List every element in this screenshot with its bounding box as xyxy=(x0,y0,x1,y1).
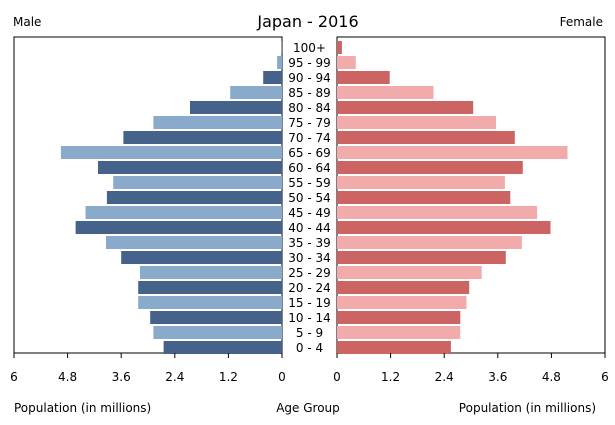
age-group-label: 15 - 19 xyxy=(288,296,331,310)
female-bar xyxy=(337,176,505,189)
x-tick-label: 3.6 xyxy=(488,370,507,384)
age-group-label: 35 - 39 xyxy=(288,236,331,250)
x-axis-ticks: 6 4.8 3.6 2.4 1.2 0 0 1.2 2.4 3.6 4.8 6 xyxy=(10,353,609,384)
female-bar xyxy=(337,71,390,84)
age-group-label: 25 - 29 xyxy=(288,266,331,280)
age-group-label: 65 - 69 xyxy=(288,146,331,160)
male-bar xyxy=(138,281,282,294)
x-tick-label: 6 xyxy=(601,370,609,384)
female-bar xyxy=(337,341,451,354)
male-bar xyxy=(113,176,282,189)
female-bar xyxy=(337,236,522,249)
age-group-label: 70 - 74 xyxy=(288,131,331,145)
age-group-label: 95 - 99 xyxy=(288,56,331,70)
male-bar xyxy=(150,311,282,324)
x-axis-label-left: Population (in millions) xyxy=(14,401,151,415)
x-tick-label: 0 xyxy=(278,370,286,384)
age-group-label: 10 - 14 xyxy=(288,311,331,325)
female-bar xyxy=(337,311,461,324)
x-tick-label: 1.2 xyxy=(381,370,400,384)
female-bar xyxy=(337,116,496,129)
x-tick-label: 2.4 xyxy=(435,370,454,384)
male-bar xyxy=(138,296,282,309)
male-bars xyxy=(60,41,283,354)
female-bars xyxy=(337,41,568,354)
age-group-label: 75 - 79 xyxy=(288,116,331,130)
male-bar xyxy=(140,266,282,279)
chart-title: Japan - 2016 xyxy=(256,12,358,31)
female-bar xyxy=(337,326,461,339)
female-bar xyxy=(337,131,515,144)
age-group-label: 55 - 59 xyxy=(288,176,331,190)
age-group-label: 100+ xyxy=(293,41,326,55)
age-group-label: 80 - 84 xyxy=(288,101,331,115)
age-group-label: 40 - 44 xyxy=(288,221,331,235)
x-tick-label: 1.2 xyxy=(219,370,238,384)
male-bar xyxy=(153,326,282,339)
age-group-label: 5 - 9 xyxy=(296,326,323,340)
female-bar xyxy=(337,296,467,309)
female-bar xyxy=(337,266,482,279)
age-group-label: 60 - 64 xyxy=(288,161,331,175)
female-bar xyxy=(337,206,538,219)
female-bar xyxy=(337,101,474,114)
female-bar xyxy=(337,221,551,234)
female-bar xyxy=(337,161,523,174)
x-axis-label-center: Age Group xyxy=(276,401,340,415)
female-bar xyxy=(337,251,506,264)
age-group-label: 90 - 94 xyxy=(288,71,331,85)
age-group-label: 85 - 89 xyxy=(288,86,331,100)
x-tick-label: 4.8 xyxy=(58,370,77,384)
male-bar xyxy=(263,71,282,84)
male-bar xyxy=(190,101,282,114)
age-group-label: 0 - 4 xyxy=(296,341,323,355)
x-tick-label: 2.4 xyxy=(165,370,184,384)
age-group-label: 20 - 24 xyxy=(288,281,331,295)
male-bar xyxy=(277,56,282,69)
male-bar xyxy=(230,86,282,99)
x-tick-label: 4.8 xyxy=(542,370,561,384)
x-axis-label-right: Population (in millions) xyxy=(459,401,596,415)
female-bar xyxy=(337,41,342,54)
male-bar xyxy=(60,146,283,159)
male-bar xyxy=(106,191,283,204)
male-header: Male xyxy=(13,15,41,29)
female-bar xyxy=(337,191,511,204)
female-bar xyxy=(337,56,356,69)
male-bar xyxy=(75,221,282,234)
x-tick-label: 0 xyxy=(333,370,341,384)
age-group-label: 30 - 34 xyxy=(288,251,331,265)
x-tick-label: 3.6 xyxy=(112,370,131,384)
male-bar xyxy=(98,161,282,174)
male-bar xyxy=(106,236,282,249)
female-header: Female xyxy=(560,15,603,29)
male-bar xyxy=(123,131,283,144)
male-bar xyxy=(153,116,282,129)
male-bar xyxy=(85,206,282,219)
age-group-label: 45 - 49 xyxy=(288,206,331,220)
female-bar xyxy=(337,146,568,159)
male-bar xyxy=(163,341,282,354)
female-bar xyxy=(337,86,434,99)
female-bar xyxy=(337,281,470,294)
age-group-label: 50 - 54 xyxy=(288,191,331,205)
x-tick-label: 6 xyxy=(10,370,18,384)
male-bar xyxy=(121,251,282,264)
